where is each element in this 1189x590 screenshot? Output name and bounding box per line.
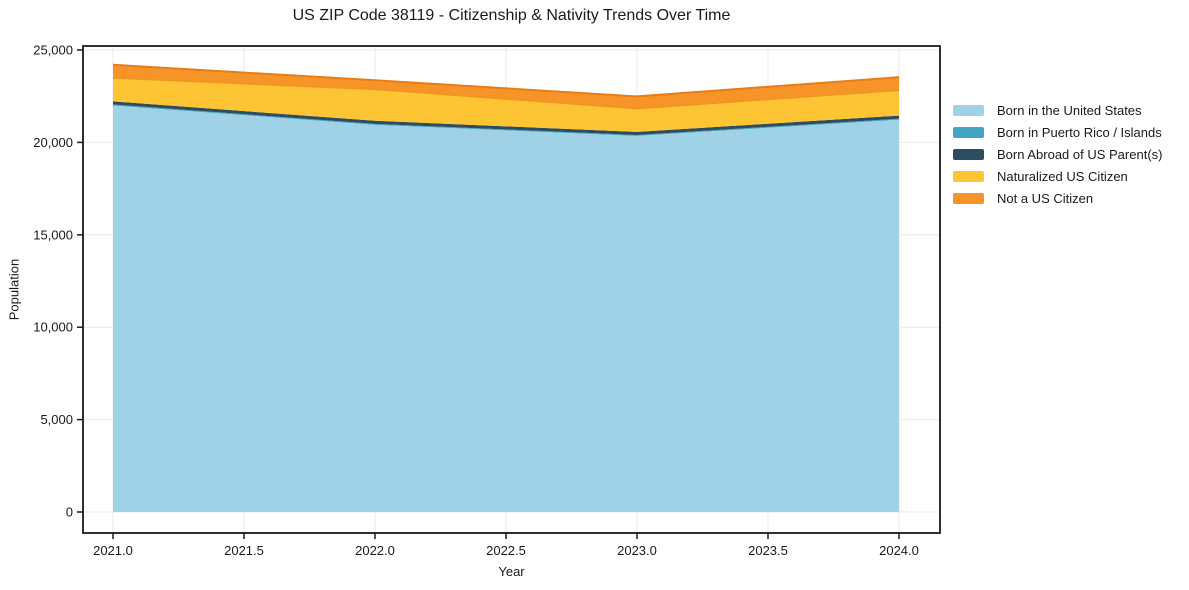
- legend-swatch-born-in-us: [953, 104, 984, 116]
- y-tick-label: 10,000: [33, 320, 73, 335]
- legend-label: Born in the United States: [997, 102, 1142, 118]
- seam-total-top: [112, 63, 900, 98]
- x-tick-label: 2022.0: [355, 543, 395, 558]
- legend-label: Not a US Citizen: [997, 190, 1094, 206]
- legend-label: Naturalized US Citizen: [997, 168, 1128, 184]
- legend-swatch-born-abroad: [953, 148, 984, 160]
- legend: Born in the United States Born in Puerto…: [953, 102, 1163, 206]
- area-series-5: [113, 64, 899, 109]
- legend-swatch-naturalized: [953, 170, 984, 182]
- y-tick-label: 5,000: [40, 412, 73, 427]
- area-series-2: [113, 104, 899, 136]
- y-axis-label: Population: [6, 258, 22, 321]
- x-tick-label: 2023.5: [748, 543, 788, 558]
- x-axis-label: Year: [498, 564, 525, 579]
- x-tick-label: 2021.5: [224, 543, 264, 558]
- seam-naturalized-top: [112, 77, 900, 110]
- area-series-3: [113, 101, 899, 136]
- chart-title: US ZIP Code 38119 - Citizenship & Nativi…: [292, 7, 731, 24]
- legend-item: Naturalized US Citizen: [953, 168, 1162, 184]
- legend-label: Born in Puerto Rico / Islands: [997, 124, 1162, 140]
- x-tick-label: 2024.0: [879, 543, 919, 558]
- y-tick-label: 15,000: [33, 227, 73, 242]
- legend-swatch-puerto-rico: [953, 126, 984, 138]
- x-tick-label: 2022.5: [486, 543, 526, 558]
- legend-label: Born Abroad of US Parent(s): [997, 146, 1163, 162]
- y-tick-label: 25,000: [33, 43, 73, 58]
- legend-item: Born Abroad of US Parent(s): [953, 146, 1163, 162]
- y-tick-label: 0: [66, 505, 73, 520]
- x-tick-label: 2021.0: [93, 543, 133, 558]
- legend-swatch-not-citizen: [953, 192, 984, 204]
- x-tick-label: 2023.0: [617, 543, 657, 558]
- legend-item: Born in Puerto Rico / Islands: [953, 124, 1162, 140]
- y-tick-label: 20,000: [33, 135, 73, 150]
- legend-item: Not a US Citizen: [953, 190, 1162, 206]
- plot-spines: [82, 45, 941, 534]
- area-series-1: [113, 105, 899, 512]
- legend-item: Born in the United States: [953, 102, 1162, 118]
- area-series-4: [113, 77, 899, 132]
